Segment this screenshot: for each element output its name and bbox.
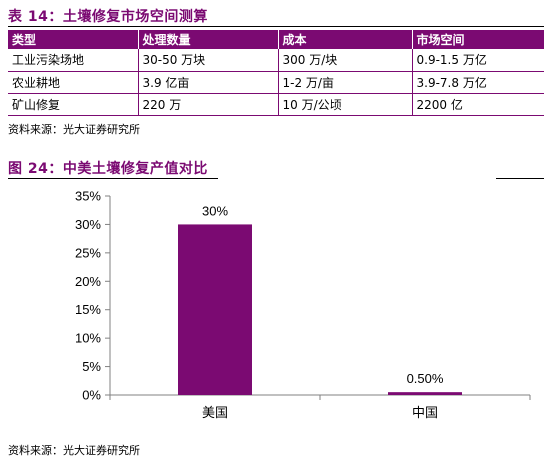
- cell-quantity: 3.9 亿亩: [138, 71, 279, 94]
- cell-market-space: 3.9-7.8 万亿: [412, 71, 544, 94]
- header-type: 类型: [8, 30, 139, 49]
- table-title: 表 14：土壤修复市场空间测算: [8, 9, 208, 25]
- header-quantity: 处理数量: [138, 30, 279, 49]
- table-title-rule: [8, 26, 544, 27]
- cell-quantity: 220 万: [138, 93, 279, 116]
- y-tick-label: 0%: [82, 388, 101, 403]
- cell-type: 农业耕地: [8, 71, 139, 94]
- cell-cost: 10 万/公顷: [278, 93, 413, 116]
- output-value-bar-chart: 0% 5% 10% 15% 20% 25% 30% 35% 30% 美国 0.50% 中国: [75, 189, 531, 421]
- header-market-space: 市场空间: [412, 30, 544, 49]
- chart-title-rule-right: [496, 178, 544, 179]
- x-category-label: 中国: [412, 406, 438, 421]
- table-row: 工业污染场地 30-50 万块 300 万/块 0.9-1.5 万亿: [8, 49, 544, 72]
- data-label: 30%: [202, 203, 228, 218]
- cell-cost: 300 万/块: [278, 49, 413, 72]
- bar: [178, 224, 252, 395]
- table-source-note: 资料来源：光大证券研究所: [8, 123, 140, 136]
- y-tick-label: 35%: [75, 189, 101, 204]
- cell-quantity: 30-50 万块: [138, 49, 279, 72]
- cell-cost: 1-2 万/亩: [278, 71, 413, 94]
- y-tick-label: 25%: [75, 245, 101, 260]
- chart-source-note: 资料来源：光大证券研究所: [8, 444, 140, 457]
- cell-market-space: 0.9-1.5 万亿: [412, 49, 544, 72]
- bar: [388, 392, 462, 395]
- cell-type: 工业污染场地: [8, 49, 139, 72]
- y-tick-label: 5%: [82, 359, 101, 374]
- chart-title-rule-left: [8, 178, 218, 179]
- x-category-label: 美国: [202, 406, 228, 421]
- data-label: 0.50%: [407, 371, 444, 386]
- cell-market-space: 2200 亿: [412, 93, 544, 116]
- market-space-table: 类型 处理数量 成本 市场空间 工业污染场地 30-50 万块 300 万/块 …: [8, 30, 544, 116]
- header-cost: 成本: [278, 30, 413, 49]
- table-header-row: 类型 处理数量 成本 市场空间: [8, 30, 544, 49]
- y-tick-label: 10%: [75, 331, 101, 346]
- chart-title: 图 24：中美土壤修复产值对比: [8, 161, 208, 177]
- table-row: 农业耕地 3.9 亿亩 1-2 万/亩 3.9-7.8 万亿: [8, 71, 544, 94]
- y-tick-label: 30%: [75, 217, 101, 232]
- y-tick-label: 15%: [75, 302, 101, 317]
- table-row: 矿山修复 220 万 10 万/公顷 2200 亿: [8, 93, 544, 116]
- y-tick-label: 20%: [75, 274, 101, 289]
- cell-type: 矿山修复: [8, 93, 139, 116]
